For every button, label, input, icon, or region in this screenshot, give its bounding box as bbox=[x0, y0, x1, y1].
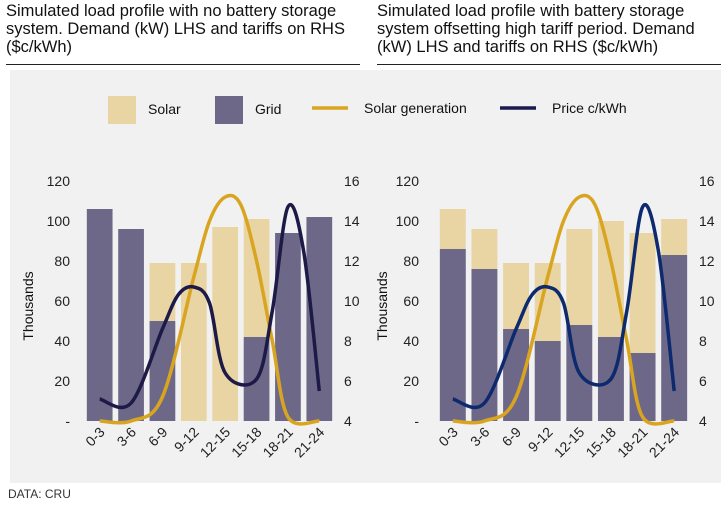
x-tick-label: 6-9 bbox=[499, 424, 525, 450]
y-tick-label: 60 bbox=[403, 293, 419, 309]
x-tick-label: 15-18 bbox=[228, 424, 265, 461]
y-tick-label: 80 bbox=[54, 253, 70, 269]
bar-grid bbox=[439, 249, 466, 421]
y2-tick-label: 12 bbox=[344, 253, 360, 269]
chart-title-left: Simulated load profile with no battery s… bbox=[6, 2, 345, 56]
y-tick-label: 100 bbox=[47, 213, 71, 229]
legend-label: Solar bbox=[148, 101, 181, 117]
y2-tick-label: 10 bbox=[699, 293, 715, 309]
bar-solar bbox=[439, 209, 466, 249]
y2-tick-label: 12 bbox=[699, 253, 715, 269]
x-tick-label: 3-6 bbox=[114, 424, 140, 450]
y2-tick-label: 4 bbox=[344, 413, 352, 429]
bar-grid bbox=[118, 229, 144, 421]
legend-item: Price c/kWh bbox=[500, 100, 627, 116]
legend-item: Solar generation bbox=[312, 100, 467, 116]
legend-item: Grid bbox=[215, 96, 281, 124]
legend-item: Solar bbox=[108, 96, 181, 124]
bar-grid bbox=[661, 255, 688, 421]
y-tick-label: 40 bbox=[403, 333, 419, 349]
legend: Solar Grid Solar generation Price c/kWh bbox=[108, 96, 627, 124]
chart-with-battery: - 20 40 60 80 100 120 4 6 8 10 12 14 16 Thousands 0-3 3-… bbox=[374, 173, 715, 460]
x-tick-label: 0-3 bbox=[435, 424, 461, 450]
chart-title-right: Simulated load profile with battery stor… bbox=[377, 2, 695, 56]
bar-grid bbox=[471, 269, 498, 421]
data-source-note: DATA: CRU bbox=[8, 487, 71, 501]
x-tick-label: 15-18 bbox=[582, 424, 619, 461]
y-axis-label: Thousands bbox=[20, 271, 36, 340]
y-tick-label: - bbox=[65, 413, 70, 429]
bar-solar bbox=[243, 219, 270, 337]
y2-tick-label: 16 bbox=[344, 173, 360, 189]
y-tick-label: 100 bbox=[396, 213, 420, 229]
y-tick-label: 40 bbox=[54, 333, 70, 349]
chart-canvas: Solar Grid Solar generation Price c/kWh - 20 4… bbox=[20, 96, 715, 460]
x-tick-label: 21-24 bbox=[646, 424, 683, 461]
y-tick-label: 20 bbox=[54, 373, 70, 389]
y2-tick-label: 10 bbox=[344, 293, 360, 309]
line-price bbox=[452, 203, 676, 410]
line-solar-generation bbox=[452, 193, 675, 426]
bar-solar bbox=[661, 219, 688, 255]
y2-tick-label: 14 bbox=[699, 213, 715, 229]
bar-solar bbox=[471, 229, 498, 269]
legend-label: Price c/kWh bbox=[552, 100, 627, 116]
legend-label: Grid bbox=[255, 101, 281, 117]
bar-solar bbox=[566, 229, 593, 325]
bar-solar bbox=[212, 227, 239, 421]
y-tick-label: 60 bbox=[54, 293, 70, 309]
title-divider-left bbox=[6, 64, 360, 65]
y-tick-label: 80 bbox=[403, 253, 419, 269]
y2-tick-label: 14 bbox=[344, 213, 360, 229]
y-tick-label: 120 bbox=[396, 173, 420, 189]
legend-label: Solar generation bbox=[364, 100, 467, 116]
bar-grid bbox=[86, 209, 113, 421]
x-tick-label: 12-15 bbox=[551, 424, 588, 461]
y2-tick-label: 4 bbox=[699, 413, 707, 429]
y2-tick-label: 6 bbox=[344, 373, 352, 389]
x-tick-label: 21-24 bbox=[291, 424, 328, 461]
chart-panel: Solar Grid Solar generation Price c/kWh - 20 4… bbox=[10, 70, 721, 483]
y2-tick-label: 16 bbox=[699, 173, 715, 189]
y2-tick-label: 6 bbox=[699, 373, 707, 389]
x-tick-label: 6-9 bbox=[145, 424, 171, 450]
bar-solar bbox=[597, 221, 624, 337]
bar-solar bbox=[149, 263, 176, 321]
x-tick-label: 18-21 bbox=[259, 424, 296, 461]
y2-tick-label: 8 bbox=[699, 333, 707, 349]
line-solar-generation bbox=[99, 193, 320, 426]
chart-no-battery: - 20 40 60 80 100 120 4 6 8 10 12 14 16 Thousands 0-3 3-… bbox=[20, 173, 360, 460]
y2-tick-label: 8 bbox=[344, 333, 352, 349]
title-divider-right bbox=[377, 64, 721, 65]
y-tick-label: 20 bbox=[403, 373, 419, 389]
bar-grid bbox=[534, 341, 561, 421]
y-tick-label: 120 bbox=[47, 173, 71, 189]
line-price bbox=[99, 203, 322, 410]
y-axis-label: Thousands bbox=[374, 271, 390, 340]
legend-swatch-solar bbox=[108, 96, 136, 124]
y-tick-label: - bbox=[414, 413, 419, 429]
bar-solar bbox=[503, 263, 530, 329]
legend-swatch-grid bbox=[215, 96, 243, 124]
x-tick-label: 18-21 bbox=[614, 424, 651, 461]
x-tick-label: 12-15 bbox=[197, 424, 234, 461]
x-tick-label: 0-3 bbox=[82, 424, 108, 450]
x-tick-label: 3-6 bbox=[467, 424, 493, 450]
